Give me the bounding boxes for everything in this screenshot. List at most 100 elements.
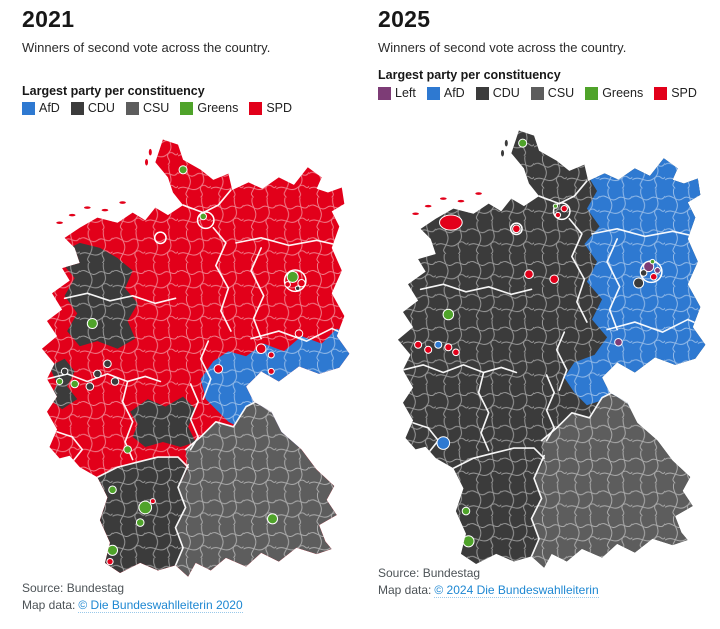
spot-gelsenkirchen-afd <box>434 340 443 349</box>
spot-berlin-cdu <box>639 269 648 277</box>
constituency-spots-2021 <box>55 165 307 566</box>
legend-swatch-spd <box>654 86 668 100</box>
legend-swatch-csu <box>125 101 139 115</box>
spot-rhineland-cdu5 <box>110 377 120 386</box>
spot-rhineland-cdu4 <box>85 382 95 391</box>
legend-item-csu: CSU <box>530 86 575 100</box>
legend-item-csu: CSU <box>125 101 170 115</box>
spot-hamburg-spd <box>560 205 568 213</box>
spot-braunschweig-spd <box>549 274 559 285</box>
legend-label: CDU <box>492 86 520 100</box>
legend-item-spd: SPD <box>249 101 292 115</box>
spot-flensburg-greens <box>518 138 528 148</box>
legend-label: SPD <box>266 101 293 115</box>
legend-label: Left <box>395 86 416 100</box>
spot-chemnitz-area-spd <box>267 367 275 375</box>
spot-ruhr-spd2 <box>424 345 433 354</box>
spot-hamburg-greens <box>552 203 559 209</box>
spot-kaiserslautern-afd <box>436 436 451 450</box>
spot-mainz-greens <box>123 445 132 454</box>
spot-munich-greens <box>266 513 279 525</box>
map-data-note-2021: Map data: © Die Bundeswahlleiterin 2020 <box>22 598 243 613</box>
spot-offenburg-greens <box>461 506 471 516</box>
spot-berlin-spd2 <box>284 281 291 288</box>
legend-item-spd: SPD <box>654 86 697 100</box>
spot-loerrach-spd <box>106 557 114 566</box>
legend-label: CSU <box>142 101 170 115</box>
legend-title-2021: Largest party per constituency <box>22 84 205 98</box>
state-borders <box>402 180 706 558</box>
legend-swatch-cdu <box>70 101 84 115</box>
spot-northsaxony-spd <box>294 329 304 338</box>
spot-hamburg-greens <box>199 212 208 221</box>
panel-2025: 2025 Winners of second vote across the c… <box>378 0 718 629</box>
spot-berlin-greens <box>649 258 656 265</box>
legend-swatch-greens <box>585 86 599 100</box>
legend-2025: Left AfD CDU CSU Greens SPD <box>378 86 697 100</box>
spot-stuttgart-spd <box>149 498 156 505</box>
legend-item-cdu: CDU <box>475 86 520 100</box>
map-data-link-2025[interactable]: © 2024 Die Bundeswahlleiterin <box>434 583 599 598</box>
berlin-ring <box>283 269 307 293</box>
spot-berlin-left <box>643 261 655 273</box>
constituency-spots-2025 <box>414 138 663 548</box>
spot-stuttgart2-greens <box>135 518 145 527</box>
bremen-ring <box>153 231 167 245</box>
legend-label: AfD <box>39 101 60 115</box>
spot-aachen-greens <box>55 377 64 386</box>
legend-label: Greens <box>602 86 644 100</box>
legend-swatch-afd <box>22 101 35 115</box>
coastal-islands <box>412 139 508 215</box>
spot-stuttgart-greens <box>138 500 153 515</box>
germany-map-2025 <box>397 130 706 568</box>
page-title-2021: 2021 <box>22 6 75 32</box>
spot-ruhr-spd1 <box>414 340 423 349</box>
spot-erfurt-spd <box>213 364 224 374</box>
spot-freiburg-greens <box>462 535 475 548</box>
coastal-islands <box>56 148 152 224</box>
legend-label: CSU <box>547 86 575 100</box>
spot-ruhr-spd4 <box>452 348 460 357</box>
bremen-ring <box>509 222 523 236</box>
legend-swatch-greens <box>180 101 194 115</box>
hamburg-ring <box>196 211 215 230</box>
legend-2021: AfD CDU CSU Greens SPD <box>22 101 292 115</box>
spot-cologne-greens <box>70 379 79 389</box>
map-data-prefix: Map data: <box>378 583 432 597</box>
spot-bremen-spd <box>512 224 521 234</box>
panel-2021: 2021 Winners of second vote across the c… <box>22 0 362 629</box>
spot-freiburg-greens <box>106 544 119 556</box>
spot-muenster-greens <box>86 317 98 330</box>
map-data-note-2025: Map data: © 2024 Die Bundeswahlleiterin <box>378 583 599 598</box>
spot-leipzig-left <box>614 337 623 347</box>
spot-rhineland-cdu3 <box>60 367 69 376</box>
subtitle-2025: Winners of second vote across the countr… <box>378 40 627 55</box>
spot-muenster-greens <box>442 308 455 321</box>
legend-swatch-csu <box>530 86 544 100</box>
germany-map-2021 <box>41 139 350 577</box>
source-note-2021: Source: Bundestag <box>22 581 125 595</box>
legend-swatch-cdu <box>475 86 489 100</box>
spot-hamburg-spd2 <box>554 211 562 219</box>
spot-leipzig-spd <box>255 343 267 355</box>
legend-item-cdu: CDU <box>70 101 115 115</box>
spot-kiel-greens <box>178 165 188 175</box>
legend-swatch-spd <box>249 101 263 115</box>
legend-item-greens: Greens <box>585 86 643 100</box>
spot-rhineland-cdu1 <box>93 369 102 379</box>
spot-karlsruhe-greens <box>108 485 117 495</box>
spot-berlin-spd <box>649 272 658 281</box>
legend-label: SPD <box>671 86 697 100</box>
legend-title-2025: Largest party per constituency <box>378 68 561 82</box>
map-data-link-2021[interactable]: © Die Bundeswahlleiterin 2020 <box>78 598 243 613</box>
spot-rhineland-cdu2 <box>103 359 112 369</box>
spot-berlin-greens <box>286 270 299 283</box>
spot-berlin-cdu <box>294 285 301 292</box>
legend-item-greens: Greens <box>180 101 238 115</box>
legend-item-afd: AfD <box>22 101 60 115</box>
legend-label: AfD <box>443 86 465 100</box>
hamburg-ring <box>552 202 571 221</box>
subtitle-2021: Winners of second vote across the countr… <box>22 40 271 55</box>
spot-ruhr-spd3 <box>444 343 453 352</box>
legend-swatch-left <box>378 86 391 100</box>
